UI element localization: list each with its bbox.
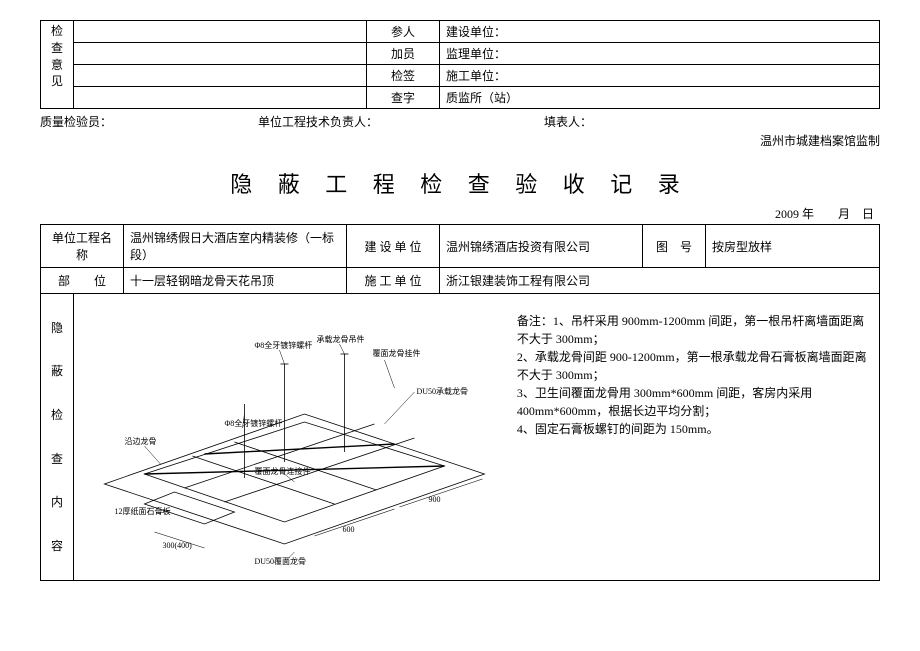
date-line: 2009 年 月 日 bbox=[40, 205, 880, 222]
dim-900: 900 bbox=[428, 495, 440, 504]
row-build-unit: 建设单位： bbox=[440, 21, 880, 43]
part-label: 部 位 bbox=[41, 268, 124, 294]
dim-600: 600 bbox=[342, 525, 354, 534]
mid-v-1: 参人 bbox=[367, 21, 440, 43]
filler-label: 填表人： bbox=[544, 115, 592, 129]
note-2: 2、承载龙骨间距 900-1200mm，第一根承载龙骨石膏板离墙面距离不大于 3… bbox=[517, 350, 867, 382]
fig-value: 按房型放样 bbox=[706, 225, 880, 268]
lbl-left: 沿边龙骨 bbox=[124, 436, 156, 446]
archive-note: 温州市城建档案馆监制 bbox=[40, 132, 880, 149]
opinion-table: 检 查 意 见 参人 建设单位： 加员 监理单位： 检签 施工单位： 查字 质监… bbox=[40, 20, 880, 109]
notes-box: 备注：1、吊杆采用 900mm-1200mm 间距，第一根吊杆离墙面距离不大于 … bbox=[517, 304, 871, 574]
content-vertical-label: 隐 蔽 检 查 内 容 bbox=[41, 294, 74, 580]
left-v-4: 见 bbox=[51, 74, 63, 88]
fig-label: 图 号 bbox=[643, 225, 706, 268]
lbl-top1: Φ8全牙镀锌螺杆 bbox=[254, 340, 312, 350]
mid-v-3: 检签 bbox=[367, 65, 440, 87]
mid-v-2: 加员 bbox=[367, 43, 440, 65]
cons-unit: 浙江银建装饰工程有限公司 bbox=[440, 268, 880, 294]
qc-label: 质量检验员： bbox=[40, 115, 112, 129]
note-4: 4、固定石膏板螺钉的间距为 150mm。 bbox=[517, 422, 719, 436]
lbl-conn: 覆面龙骨连接件 bbox=[254, 466, 310, 476]
note-3: 3、卫生间覆面龙骨用 300mm*600mm 间距，客房内采用 400mm*60… bbox=[517, 386, 812, 418]
sign-line: 质量检验员： 单位工程技术负责人： 填表人： bbox=[40, 113, 880, 130]
row-supervise-unit: 监理单位： bbox=[440, 43, 880, 65]
left-v-3: 意 bbox=[51, 58, 63, 72]
dim-300: 300(400) bbox=[162, 541, 192, 550]
ceiling-diagram: Φ8全牙镀锌螺杆 承载龙骨吊件 覆面龙骨挂件 DU50承载龙骨 沿边龙骨 Φ8全… bbox=[82, 304, 507, 574]
build-unit-label: 建 设 单 位 bbox=[347, 225, 440, 268]
tech-label: 单位工程技术负责人： bbox=[258, 115, 378, 129]
proj-name: 温州锦绣假日大酒店室内精装修（一标段） bbox=[124, 225, 347, 268]
proj-name-label: 单位工程名称 bbox=[41, 225, 124, 268]
mid-v-4: 查字 bbox=[367, 87, 440, 109]
cons-unit-label: 施 工 单 位 bbox=[347, 268, 440, 294]
lbl-board: 12厚纸面石膏板 bbox=[114, 506, 170, 516]
note-1: 1、吊杆采用 900mm-1200mm 间距，第一根吊杆离墙面距离不大于 300… bbox=[517, 314, 864, 346]
left-v-2: 查 bbox=[51, 41, 63, 55]
build-unit: 温州锦绣酒店投资有限公司 bbox=[440, 225, 643, 268]
lbl-top3: 覆面龙骨挂件 bbox=[372, 348, 420, 358]
row-station: 质监所（站） bbox=[440, 87, 880, 109]
row-cons-unit: 施工单位： bbox=[440, 65, 880, 87]
page-title: 隐 蔽 工 程 检 查 验 收 记 录 bbox=[40, 167, 880, 199]
notes-prefix: 备注： bbox=[517, 314, 553, 328]
main-header-table: 单位工程名称 温州锦绣假日大酒店室内精装修（一标段） 建 设 单 位 温州锦绣酒… bbox=[40, 224, 880, 581]
left-v-1: 检 bbox=[51, 24, 63, 38]
lbl-top2: 承载龙骨吊件 bbox=[316, 334, 364, 344]
lbl-bottom: DU50覆面龙骨 bbox=[254, 556, 306, 566]
part-value: 十一层轻钢暗龙骨天花吊顶 bbox=[124, 268, 347, 294]
lbl-mid: Φ8全牙镀锌螺杆 bbox=[224, 418, 282, 428]
lbl-right: DU50承载龙骨 bbox=[416, 386, 468, 396]
